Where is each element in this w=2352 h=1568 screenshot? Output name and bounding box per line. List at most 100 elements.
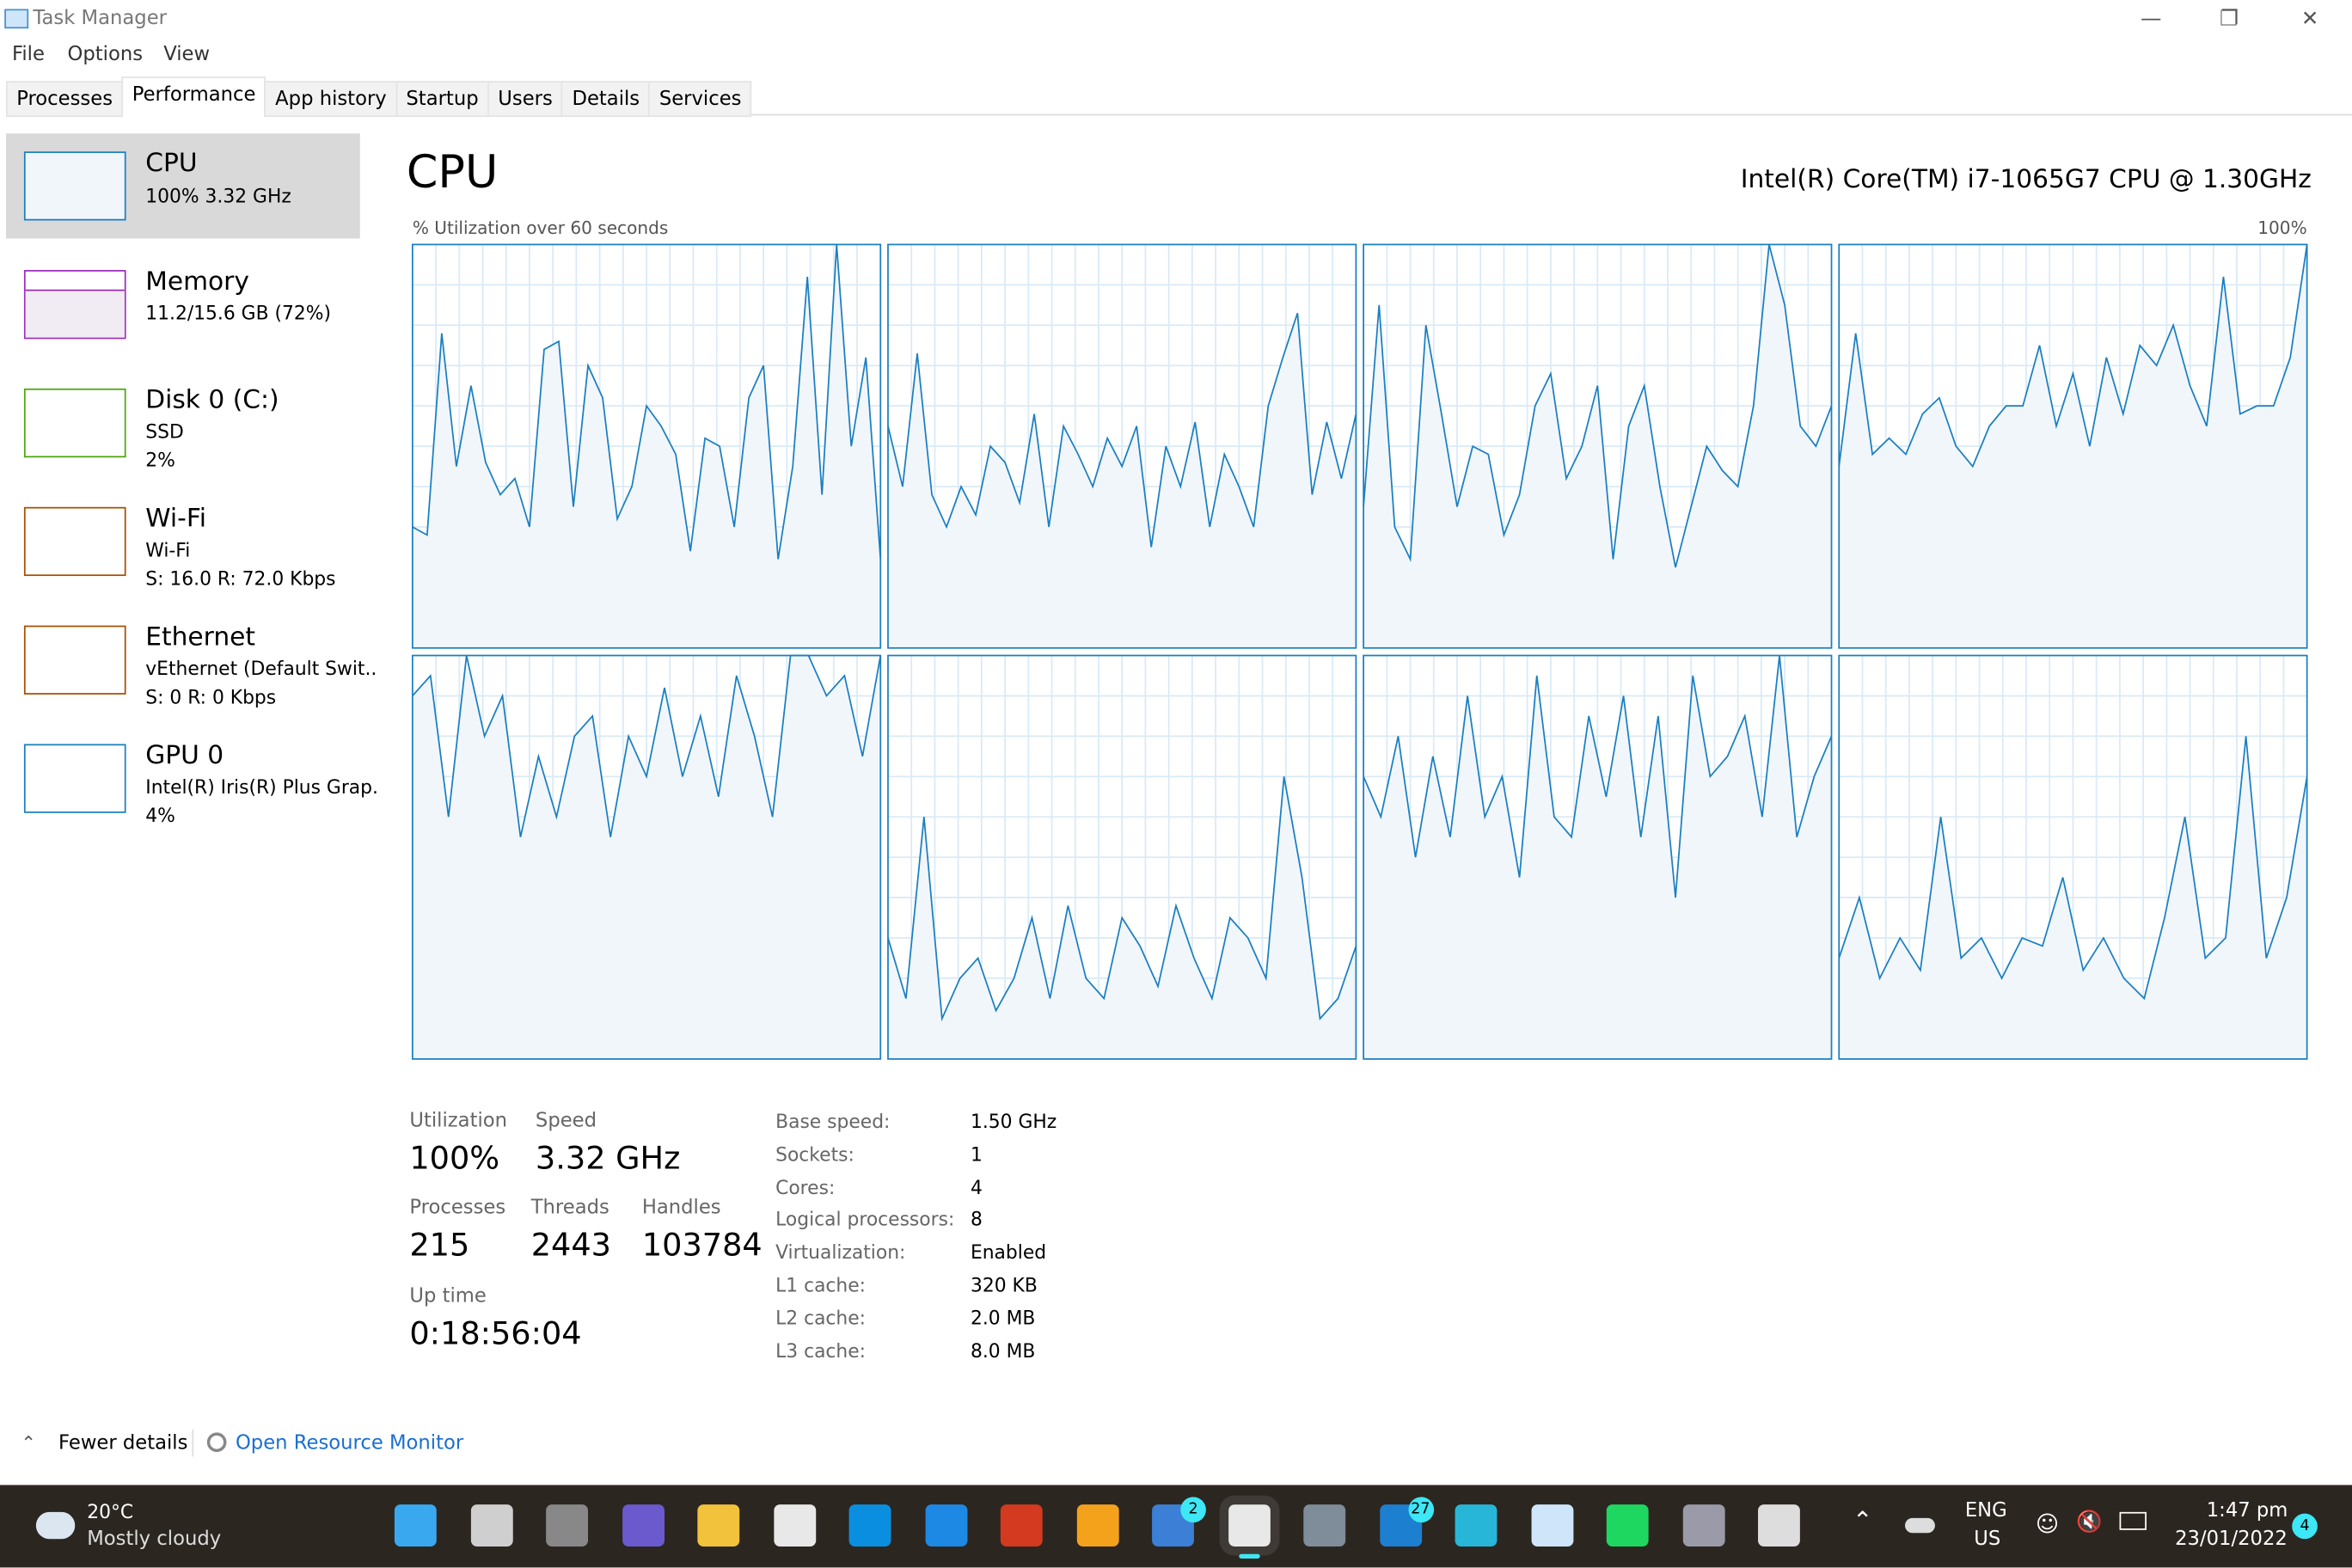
app-icon[interactable]: [1681, 1504, 1724, 1547]
threads-label: Threads: [530, 1197, 609, 1220]
spotify-icon[interactable]: [1606, 1504, 1649, 1547]
core-graph-6: [1363, 654, 1833, 1060]
menu-file[interactable]: File: [11, 43, 45, 66]
volume-muted-icon[interactable]: 🔇: [2075, 1510, 2103, 1535]
fewer-details-button[interactable]: Fewer details: [58, 1432, 188, 1455]
graph-border: [887, 243, 1357, 649]
clock-time[interactable]: 1:47 pm: [2206, 1499, 2288, 1523]
sidebar-item-name: Ethernet: [145, 622, 256, 653]
restore-button[interactable]: ❐: [2219, 7, 2239, 32]
spec-value: 4: [970, 1175, 983, 1198]
tab-services[interactable]: Services: [648, 81, 752, 118]
window-title: Task Manager: [33, 7, 167, 30]
spec-value: 2.0 MB: [970, 1306, 1036, 1329]
windows-start-icon[interactable]: [394, 1504, 437, 1547]
office-icon[interactable]: [1000, 1504, 1043, 1547]
store-icon[interactable]: [773, 1504, 816, 1547]
skype-icon[interactable]: [848, 1504, 891, 1547]
sidebar-thumbnail-graph: [23, 270, 126, 340]
sidebar-item-gpu-0[interactable]: GPU 0 Intel(R) Iris(R) Plus Grap. 4%: [6, 726, 378, 831]
sidebar-item-memory[interactable]: Memory 11.2/15.6 GB (72%): [6, 252, 360, 357]
sidebar-item-name: Wi-Fi: [145, 504, 207, 535]
sidebar-item-disk-0-c[interactable]: Disk 0 (C:) SSD 2%: [6, 371, 360, 475]
show-hidden-icons-chevron-icon[interactable]: ⌃: [1852, 1505, 1873, 1535]
onedrive-icon[interactable]: [1905, 1517, 1935, 1534]
tab-users[interactable]: Users: [487, 81, 564, 118]
search-icon[interactable]: [470, 1504, 512, 1547]
teams-chat-icon[interactable]: [622, 1504, 665, 1547]
file-explorer-icon[interactable]: [697, 1504, 740, 1547]
open-resource-monitor-link[interactable]: Open Resource Monitor: [235, 1432, 464, 1455]
spec-label: L1 cache:: [775, 1273, 867, 1296]
sidebar-thumbnail-graph: [23, 506, 126, 577]
sidebar-thumbnail-graph: [23, 151, 126, 221]
sidebar-item-cpu[interactable]: CPU 100% 3.32 GHz: [5, 133, 360, 239]
cpu-core-graphs: [411, 243, 2308, 1060]
clock-date[interactable]: 23/01/2022: [2175, 1528, 2288, 1552]
spec-label: Logical processors:: [775, 1208, 955, 1231]
sidebar-item-detail-2: S: 16.0 R: 72.0 Kbps: [145, 567, 336, 590]
core-graph-7: [1838, 654, 2308, 1060]
task-manager-icon[interactable]: [1530, 1504, 1573, 1547]
speed-label: Speed: [535, 1110, 597, 1133]
tab-processes[interactable]: Processes: [5, 81, 124, 118]
menu-options[interactable]: Options: [67, 43, 144, 66]
uptime-value: 0:18:56:04: [409, 1315, 582, 1352]
utilization-line: [412, 244, 882, 560]
cpu-model: Intel(R) Core(TM) i7-1065G7 CPU @ 1.30GH…: [1740, 164, 2312, 195]
task-view-icon[interactable]: [546, 1504, 589, 1547]
sidebar-item-detail: Intel(R) Iris(R) Plus Grap.: [145, 775, 378, 799]
resource-monitor-icon: [206, 1432, 227, 1453]
sidebar-thumbnail-graph: [23, 625, 126, 695]
spec-value: 8.0 MB: [970, 1338, 1036, 1362]
clock-app-icon[interactable]: [1758, 1504, 1800, 1547]
divider: [192, 1429, 194, 1457]
notification-count[interactable]: 4: [2292, 1513, 2318, 1540]
core-graph-4: [411, 654, 882, 1060]
region-indicator[interactable]: US: [1974, 1528, 2001, 1552]
sidebar-item-detail: SSD: [145, 420, 184, 443]
mail-icon[interactable]: [924, 1504, 967, 1547]
tab-app-history[interactable]: App history: [264, 81, 397, 118]
utilization-line: [887, 312, 1357, 548]
weather-desc[interactable]: Mostly cloudy: [87, 1528, 222, 1552]
wifi-icon[interactable]: ☺: [2035, 1510, 2060, 1538]
graph-border: [887, 654, 1357, 1060]
weather-cloud-icon[interactable]: [35, 1511, 76, 1540]
weather-app-icon[interactable]: [1075, 1504, 1118, 1547]
spec-value: 1: [970, 1142, 983, 1166]
utilization-area: [1839, 244, 2307, 648]
tab-details[interactable]: Details: [561, 81, 651, 118]
menu-view[interactable]: View: [163, 43, 211, 66]
utilization-area: [412, 655, 881, 1059]
graph-max-label: 100%: [2257, 217, 2307, 239]
minimize-button[interactable]: —: [2140, 7, 2162, 32]
sidebar-item-name: Disk 0 (C:): [145, 385, 279, 416]
sidebar-item-wi-fi[interactable]: Wi-Fi Wi-Fi S: 16.0 R: 72.0 Kbps: [6, 489, 360, 594]
sidebar-item-detail: 11.2/15.6 GB (72%): [145, 301, 331, 324]
handles-value: 103784: [641, 1227, 763, 1264]
battery-icon[interactable]: [2119, 1511, 2147, 1530]
tab-performance[interactable]: Performance: [121, 76, 266, 118]
close-button[interactable]: ✕: [2300, 7, 2319, 32]
chevron-up-icon[interactable]: ⌃: [21, 1432, 36, 1454]
settings-icon[interactable]: [1303, 1504, 1346, 1547]
sidebar-item-detail-2: S: 0 R: 0 Kbps: [145, 685, 277, 708]
core-graph-3: [1838, 243, 2308, 649]
utilization-area: [1363, 655, 1832, 1059]
utilization-line: [1838, 244, 2308, 469]
language-indicator[interactable]: ENG: [1964, 1499, 2007, 1523]
graph-border: [1363, 654, 1833, 1060]
weather-temp[interactable]: 20°C: [87, 1499, 134, 1523]
snipping-tool-icon[interactable]: [1218, 1495, 1279, 1556]
sidebar-item-ethernet[interactable]: Ethernet vEthernet (Default Swit.. S: 0 R:…: [6, 608, 377, 713]
graph-border: [1838, 243, 2308, 649]
spec-value: 8: [970, 1208, 983, 1231]
azure-data-icon[interactable]: [1455, 1504, 1498, 1547]
task-manager-app-icon: [4, 9, 29, 29]
speed-value: 3.32 GHz: [535, 1140, 681, 1177]
active-indicator: [1238, 1553, 1259, 1559]
app-badge: 2: [1180, 1497, 1206, 1523]
utilization-area: [412, 244, 881, 648]
utilization-line: [1838, 736, 2308, 1001]
